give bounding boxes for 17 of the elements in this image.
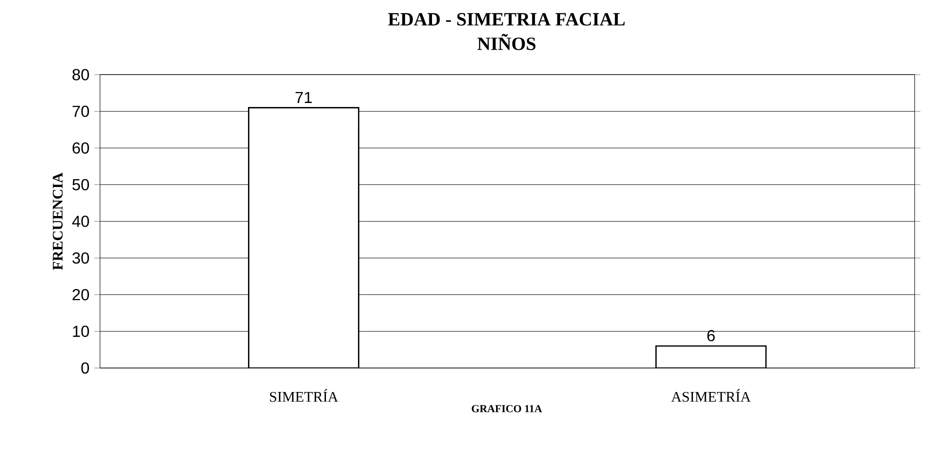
y-tick-label: 20 — [72, 289, 89, 300]
chart-subtitle: NIÑOS — [477, 34, 536, 50]
y-tick-label: 0 — [81, 362, 89, 374]
y-tick-label: 80 — [72, 69, 89, 80]
chart-title: EDAD - SIMETRIA FACIAL — [388, 13, 625, 26]
y-axis-title: FRECUENCIA — [52, 172, 63, 270]
x-tick-label: ASIMETRÍA — [671, 389, 751, 402]
y-tick-label: 70 — [72, 106, 89, 117]
y-tick-label: 40 — [72, 216, 89, 227]
data-label: 71 — [296, 92, 312, 103]
y-tick-label: 60 — [72, 142, 89, 154]
y-tick-label: 30 — [72, 252, 89, 264]
x-tick-label: SIMETRÍA — [270, 389, 338, 402]
y-tick-label: 50 — [72, 179, 89, 190]
data-label: 6 — [707, 330, 715, 342]
y-tick-label: 10 — [73, 326, 89, 337]
text: GRAFICO 11A — [472, 405, 542, 412]
